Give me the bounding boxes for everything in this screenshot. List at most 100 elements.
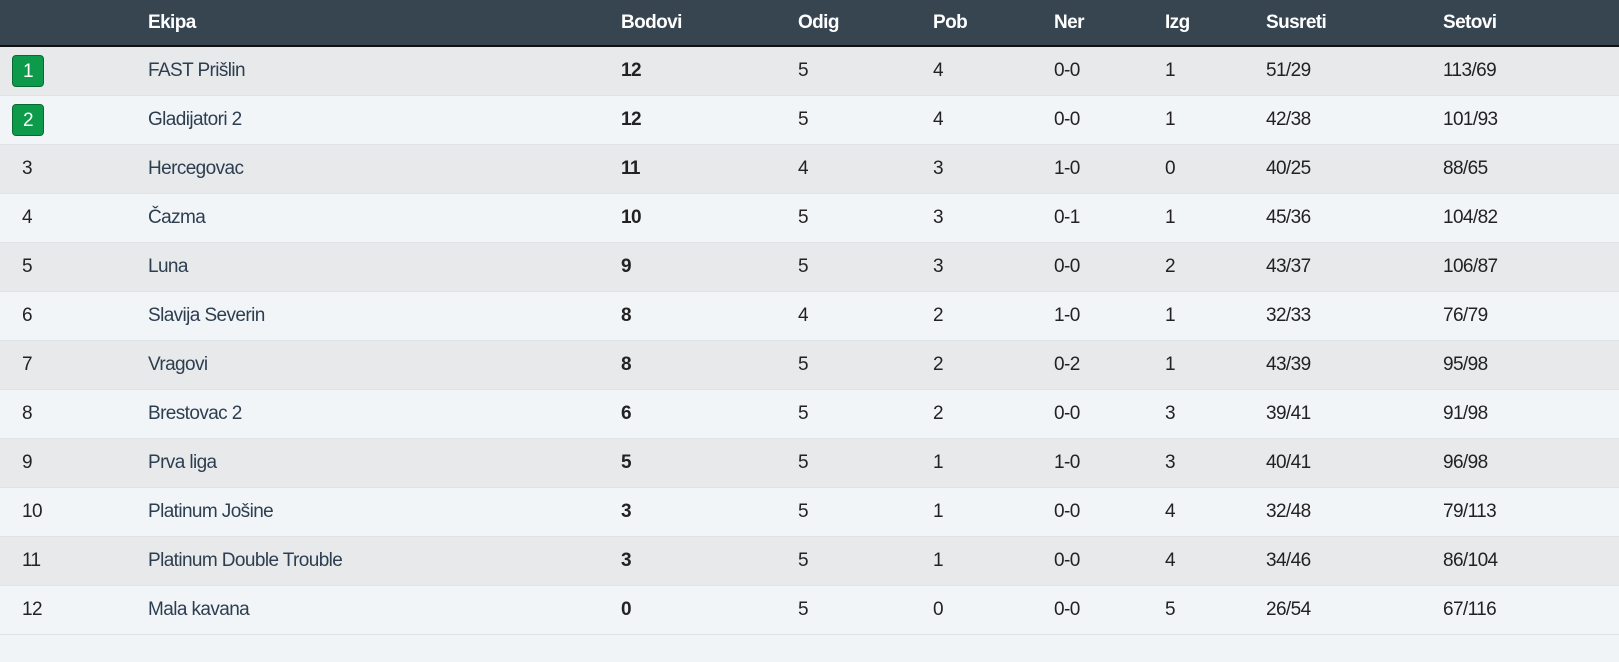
- matches: 51/29: [1266, 59, 1311, 81]
- draw: 0-2: [1054, 353, 1080, 375]
- matches: 26/54: [1266, 598, 1311, 620]
- table-row: 12 Mala kavana 0 5 0 0-0 5 26/54 67/116: [0, 585, 1619, 634]
- points: 8: [621, 304, 632, 326]
- table-row: 10 Platinum Jošine 3 5 1 0-0 4 32/48 79/113: [0, 487, 1619, 536]
- rank-cell: 1: [0, 46, 148, 95]
- sets: 67/116: [1443, 598, 1497, 620]
- won: 4: [933, 59, 944, 81]
- team-name[interactable]: Slavija Severin: [148, 304, 265, 326]
- rank: 6: [22, 304, 33, 326]
- draw: 1-0: [1054, 451, 1080, 473]
- table-header: Ekipa Bodovi Odig Pob Ner Izg Susreti Se…: [0, 0, 1619, 46]
- rank-cell: 8: [0, 389, 148, 438]
- rank-cell: 5: [0, 242, 148, 291]
- team-name[interactable]: Gladijatori 2: [148, 108, 242, 130]
- table-row: 4 Čazma 10 5 3 0-1 1 45/36 104/82: [0, 193, 1619, 242]
- matches: 43/37: [1266, 255, 1311, 277]
- lost: 1: [1165, 59, 1176, 81]
- won: 0: [933, 598, 944, 620]
- draw: 0-0: [1054, 108, 1080, 130]
- table-row: 1 FAST Prišlin 12 5 4 0-0 1 51/29 113/69: [0, 46, 1619, 95]
- rank: 5: [22, 255, 33, 277]
- won: 1: [933, 451, 944, 473]
- rank-cell: 7: [0, 340, 148, 389]
- header-matches[interactable]: Susreti: [1266, 11, 1327, 33]
- header-lost[interactable]: Izg: [1165, 11, 1190, 33]
- team-name[interactable]: Čazma: [148, 206, 206, 228]
- played: 5: [798, 255, 809, 277]
- table-row: 8 Brestovac 2 6 5 2 0-0 3 39/41 91/98: [0, 389, 1619, 438]
- header-sets[interactable]: Setovi: [1443, 11, 1497, 33]
- team-name[interactable]: Prva liga: [148, 451, 217, 473]
- won: 4: [933, 108, 944, 130]
- team-name[interactable]: Luna: [148, 255, 188, 277]
- table-row: 7 Vragovi 8 5 2 0-2 1 43/39 95/98: [0, 340, 1619, 389]
- points: 9: [621, 255, 632, 277]
- rank-badge: 2: [12, 103, 44, 136]
- matches: 45/36: [1266, 206, 1311, 228]
- team-name[interactable]: Platinum Jošine: [148, 500, 274, 522]
- table-row: 6 Slavija Severin 8 4 2 1-0 1 32/33 76/79: [0, 291, 1619, 340]
- header-played[interactable]: Odig: [798, 11, 839, 33]
- team-name[interactable]: Platinum Double Trouble: [148, 549, 343, 571]
- played: 5: [798, 500, 809, 522]
- won: 2: [933, 304, 944, 326]
- matches: 40/41: [1266, 451, 1311, 473]
- header-points[interactable]: Bodovi: [621, 11, 682, 33]
- lost: 4: [1165, 500, 1176, 522]
- won: 3: [933, 157, 944, 179]
- points: 10: [621, 206, 642, 228]
- lost: 1: [1165, 304, 1176, 326]
- rank-cell: 12: [0, 585, 148, 634]
- won: 1: [933, 500, 944, 522]
- points: 12: [621, 59, 642, 81]
- played: 5: [798, 59, 809, 81]
- won: 3: [933, 206, 944, 228]
- header-won[interactable]: Pob: [933, 11, 968, 33]
- header-team[interactable]: Ekipa: [148, 11, 196, 33]
- rank: 10: [22, 500, 43, 522]
- sets: 86/104: [1443, 549, 1498, 571]
- rank-cell: 3: [0, 144, 148, 193]
- table-row: 9 Prva liga 5 5 1 1-0 3 40/41 96/98: [0, 438, 1619, 487]
- draw: 0-1: [1054, 206, 1080, 228]
- points: 3: [621, 549, 632, 571]
- draw: 0-0: [1054, 500, 1080, 522]
- lost: 3: [1165, 451, 1176, 473]
- won: 2: [933, 402, 944, 424]
- rank: 7: [22, 353, 33, 375]
- rank: 9: [22, 451, 33, 473]
- matches: 32/48: [1266, 500, 1311, 522]
- played: 5: [798, 598, 809, 620]
- played: 5: [798, 206, 809, 228]
- draw: 0-0: [1054, 59, 1080, 81]
- header-draw[interactable]: Ner: [1054, 11, 1084, 33]
- matches: 39/41: [1266, 402, 1311, 424]
- team-name[interactable]: Brestovac 2: [148, 402, 242, 424]
- standings-table: Ekipa Bodovi Odig Pob Ner Izg Susreti Se…: [0, 0, 1619, 634]
- team-name[interactable]: Hercegovac: [148, 157, 244, 179]
- rank-cell: 10: [0, 487, 148, 536]
- table-row: 3 Hercegovac 11 4 3 1-0 0 40/25 88/65: [0, 144, 1619, 193]
- team-name[interactable]: FAST Prišlin: [148, 59, 246, 81]
- team-name[interactable]: Mala kavana: [148, 598, 250, 620]
- points: 12: [621, 108, 642, 130]
- matches: 32/33: [1266, 304, 1311, 326]
- lost: 4: [1165, 549, 1176, 571]
- lost: 1: [1165, 206, 1176, 228]
- played: 4: [798, 304, 809, 326]
- draw: 1-0: [1054, 157, 1080, 179]
- rank: 8: [22, 402, 33, 424]
- won: 1: [933, 549, 944, 571]
- sets: 113/69: [1443, 59, 1497, 81]
- played: 5: [798, 108, 809, 130]
- matches: 42/38: [1266, 108, 1311, 130]
- team-name[interactable]: Vragovi: [148, 353, 208, 375]
- played: 5: [798, 451, 809, 473]
- lost: 3: [1165, 402, 1176, 424]
- played: 5: [798, 402, 809, 424]
- sets: 88/65: [1443, 157, 1488, 179]
- table-row: 2 Gladijatori 2 12 5 4 0-0 1 42/38 101/93: [0, 95, 1619, 144]
- rank: 3: [22, 157, 33, 179]
- header-rank: [0, 0, 148, 46]
